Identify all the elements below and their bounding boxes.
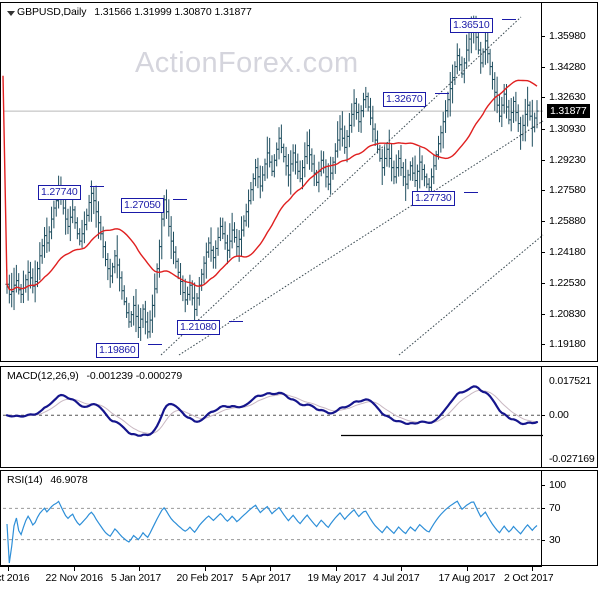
price-axis-tick	[541, 344, 545, 346]
price-annotation-label[interactable]: 1.32670	[383, 92, 426, 107]
price-chart-panel[interactable]: GBPUSD,Daily 1.31566 1.31999 1.30870 1.3…	[0, 2, 598, 362]
annotation-leader-line	[435, 93, 449, 94]
price-axis-tick	[541, 221, 545, 223]
x-axis-label: 7 Oct 2016	[0, 572, 30, 584]
price-axis-label: 1.29230	[549, 153, 586, 166]
price-axis: 1.35980 1.34280 1.32630 1.30930 1.29230 1.275…	[541, 3, 597, 361]
price-axis-label: 1.30930	[549, 122, 586, 135]
price-plot-svg	[2, 15, 544, 356]
x-axis-tick	[139, 566, 140, 571]
x-axis-label: 19 May 2017	[307, 572, 367, 584]
price-axis-tick	[541, 190, 545, 192]
price-plot-area[interactable]	[1, 3, 597, 361]
price-axis-tick	[541, 282, 545, 284]
annotation-leader-line	[229, 321, 243, 322]
moving-average-line	[2, 75, 538, 291]
x-axis-tick	[532, 566, 533, 571]
macd-axis-label: 0.00	[549, 409, 569, 422]
price-annotation-label[interactable]: 1.19860	[96, 343, 139, 358]
price-axis-tick	[541, 97, 545, 99]
x-axis-label: 17 Aug 2017	[438, 572, 496, 584]
macd-plot-svg	[3, 385, 543, 437]
x-axis-label: 22 Nov 2016	[45, 572, 104, 584]
triangle-down-icon[interactable]	[7, 11, 15, 16]
price-axis-tick	[541, 314, 545, 316]
rsi-plot-area[interactable]	[1, 471, 597, 565]
annotation-leader-line	[90, 186, 104, 187]
rising-channel-lower-line	[178, 120, 544, 356]
rsi-axis-tick	[541, 539, 545, 541]
rising-channel-upper-line	[160, 16, 522, 356]
rsi-plot-svg	[3, 500, 543, 564]
macd-axis-label: 0.017521	[549, 375, 592, 387]
price-axis-label: 1.32630	[549, 91, 586, 104]
price-annotation-label[interactable]: 1.27740	[38, 185, 81, 200]
price-axis-label: 1.19180	[549, 338, 586, 351]
x-axis-label: 5 Apr 2017	[242, 572, 291, 584]
ohlc-values: 1.31566 1.31999 1.30870 1.31877	[94, 6, 252, 18]
x-axis-tick	[335, 566, 337, 571]
x-axis-tick	[401, 566, 402, 571]
macd-signal-line	[6, 390, 538, 435]
symbol-label: GBPUSD,Daily	[17, 6, 87, 18]
rsi-axis-tick	[541, 485, 545, 486]
macd-title: MACD(12,26,9)	[7, 370, 79, 382]
price-annotation-label[interactable]: 1.27730	[412, 191, 455, 206]
price-annotation-label[interactable]: 1.27050	[121, 198, 164, 213]
macd-axis-tick	[541, 415, 545, 417]
annotation-leader-line	[502, 19, 516, 20]
x-axis-line	[0, 566, 542, 567]
rising-support-line	[398, 234, 544, 356]
x-axis-label: 4 Jul 2017	[373, 572, 420, 584]
ohlc-bars	[5, 15, 539, 341]
annotation-leader-line	[148, 344, 162, 345]
x-axis-tick	[270, 566, 271, 571]
price-axis-label: 1.22530	[549, 276, 586, 289]
macd-axis: 0.017521 0.00 -0.027169	[541, 367, 597, 467]
rsi-axis-label: 100	[549, 479, 566, 491]
current-price-tag: 1.31877	[547, 104, 590, 119]
rsi-axis-label: 70	[549, 502, 561, 515]
price-axis-label: 1.24180	[549, 246, 586, 259]
price-annotation-label[interactable]: 1.21080	[177, 320, 220, 335]
x-axis-tick	[466, 566, 468, 571]
rsi-axis-tick	[541, 508, 545, 510]
rsi-axis-label: 30	[549, 533, 561, 546]
annotation-leader-line	[464, 192, 478, 193]
macd-panel-header: MACD(12,26,9) -0.001239 -0.000279	[7, 370, 182, 382]
price-axis-tick	[541, 66, 545, 68]
x-axis-tick	[73, 566, 75, 571]
rsi-value: 46.9078	[50, 474, 88, 486]
price-axis-tick	[541, 35, 545, 37]
price-axis-label: 1.25880	[549, 215, 586, 228]
x-axis-tick	[8, 566, 9, 571]
macd-panel[interactable]: MACD(12,26,9) -0.001239 -0.000279 0.0175…	[0, 366, 598, 468]
rsi-axis: 100 70 30	[541, 471, 597, 565]
macd-main-line	[5, 385, 539, 437]
price-annotation-label[interactable]: 1.36510	[450, 18, 493, 33]
price-axis-label: 1.20830	[549, 308, 586, 321]
rsi-panel[interactable]: RSI(14) 46.9078 100 70 30	[0, 470, 598, 566]
price-axis-label: 1.27580	[549, 184, 586, 197]
price-axis-tick	[541, 252, 545, 254]
price-panel-header: GBPUSD,Daily 1.31566 1.31999 1.30870 1.3…	[17, 6, 252, 18]
watermark: ActionForex.com	[135, 47, 359, 79]
x-axis-tick	[204, 566, 206, 571]
macd-axis-label: -0.027169	[549, 453, 595, 465]
x-axis-label: 2 Oct 2017	[504, 572, 554, 584]
price-axis-tick	[541, 159, 545, 161]
price-axis-label: 1.34280	[549, 60, 586, 73]
x-axis-label: 5 Jan 2017	[111, 572, 161, 584]
price-axis-label: 1.35980	[549, 29, 586, 42]
rsi-line	[6, 500, 538, 564]
macd-plot-area[interactable]	[1, 367, 597, 467]
x-axis-label: 20 Feb 2017	[176, 572, 234, 584]
annotation-leader-line	[173, 199, 187, 200]
rsi-panel-header: RSI(14) 46.9078	[7, 474, 88, 486]
price-axis-tick	[541, 128, 545, 130]
rsi-title: RSI(14)	[7, 474, 43, 486]
x-axis: 7 Oct 2016 22 Nov 2016 5 Jan 2017 20 Feb 20…	[0, 566, 598, 600]
macd-values: -0.001239 -0.000279	[86, 370, 183, 382]
